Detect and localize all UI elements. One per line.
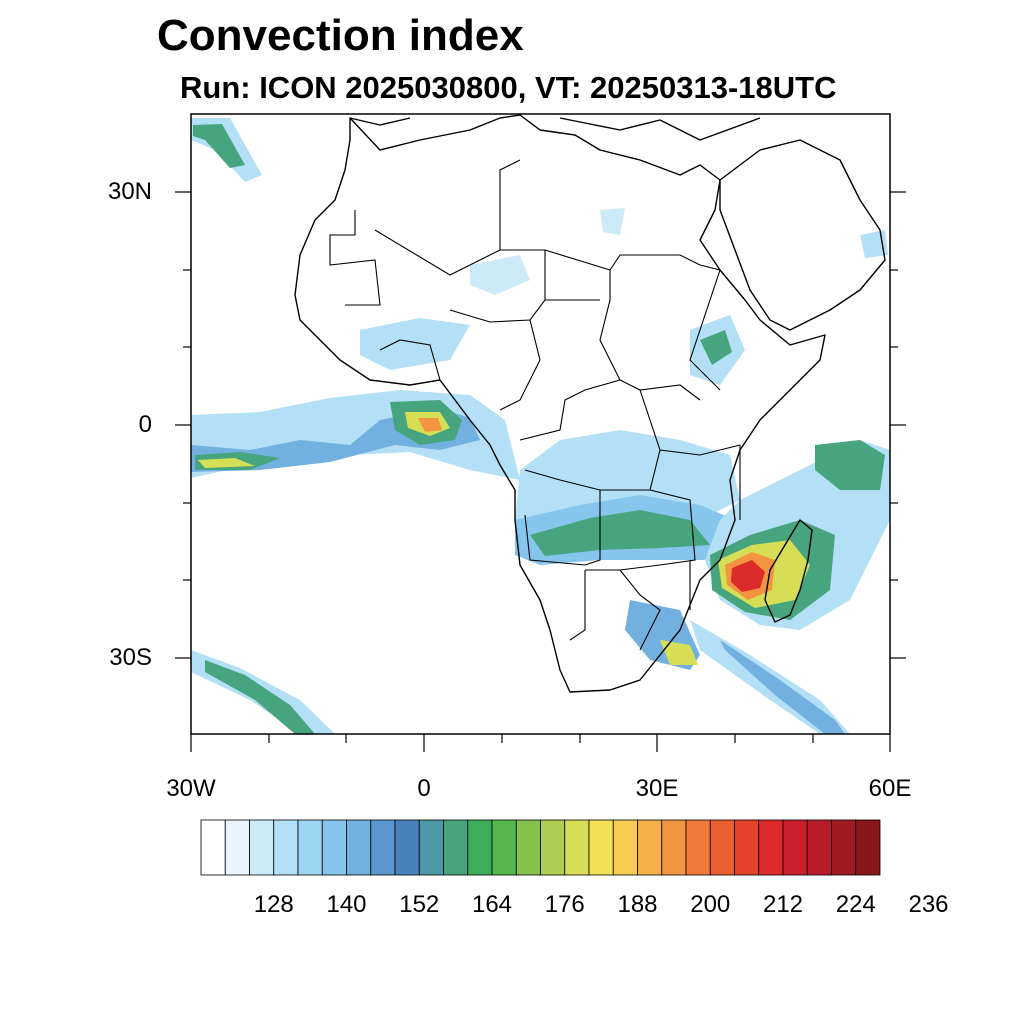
border-lines (329, 159, 741, 651)
field-atlantic-yellow (198, 458, 255, 468)
lat-label-30s: 30S (109, 644, 152, 671)
madagascar-coastline (764, 519, 813, 623)
chart-subtitle: Run: ICON 2025030800, VT: 20250313-18UTC (180, 70, 837, 105)
chart-title: Convection index (157, 11, 524, 60)
africa-coastline (294, 114, 826, 693)
field-se-streak-core (720, 640, 845, 734)
field-cyclone-eye (731, 560, 765, 592)
arabia-coastline (719, 139, 886, 331)
field-natal-core (660, 640, 698, 665)
field-nw-band-core (193, 124, 245, 168)
convection-field (191, 118, 890, 734)
map-frame (190, 113, 891, 735)
lon-label-60e: 60E (868, 775, 912, 802)
lon-label-0: 0 (417, 775, 431, 802)
europe-coast (349, 117, 761, 141)
field-mascarene (815, 440, 885, 490)
lat-label-30n: 30N (107, 178, 152, 205)
axis-ticks (175, 191, 906, 752)
field-sahara-patch (470, 255, 530, 295)
field-sahel (360, 318, 470, 370)
field-gulf-orange (418, 418, 442, 432)
lon-label-30w: 30W (166, 775, 216, 802)
field-ethiopia-core (700, 330, 732, 365)
field-egypt-patch (600, 208, 625, 235)
field-southern-core (530, 510, 710, 556)
lon-label-30e: 30E (635, 775, 679, 802)
country-borders (329, 159, 741, 651)
field-sw-streak-core (205, 660, 315, 734)
coastlines (294, 114, 886, 693)
lat-label-0: 0 (138, 411, 152, 438)
